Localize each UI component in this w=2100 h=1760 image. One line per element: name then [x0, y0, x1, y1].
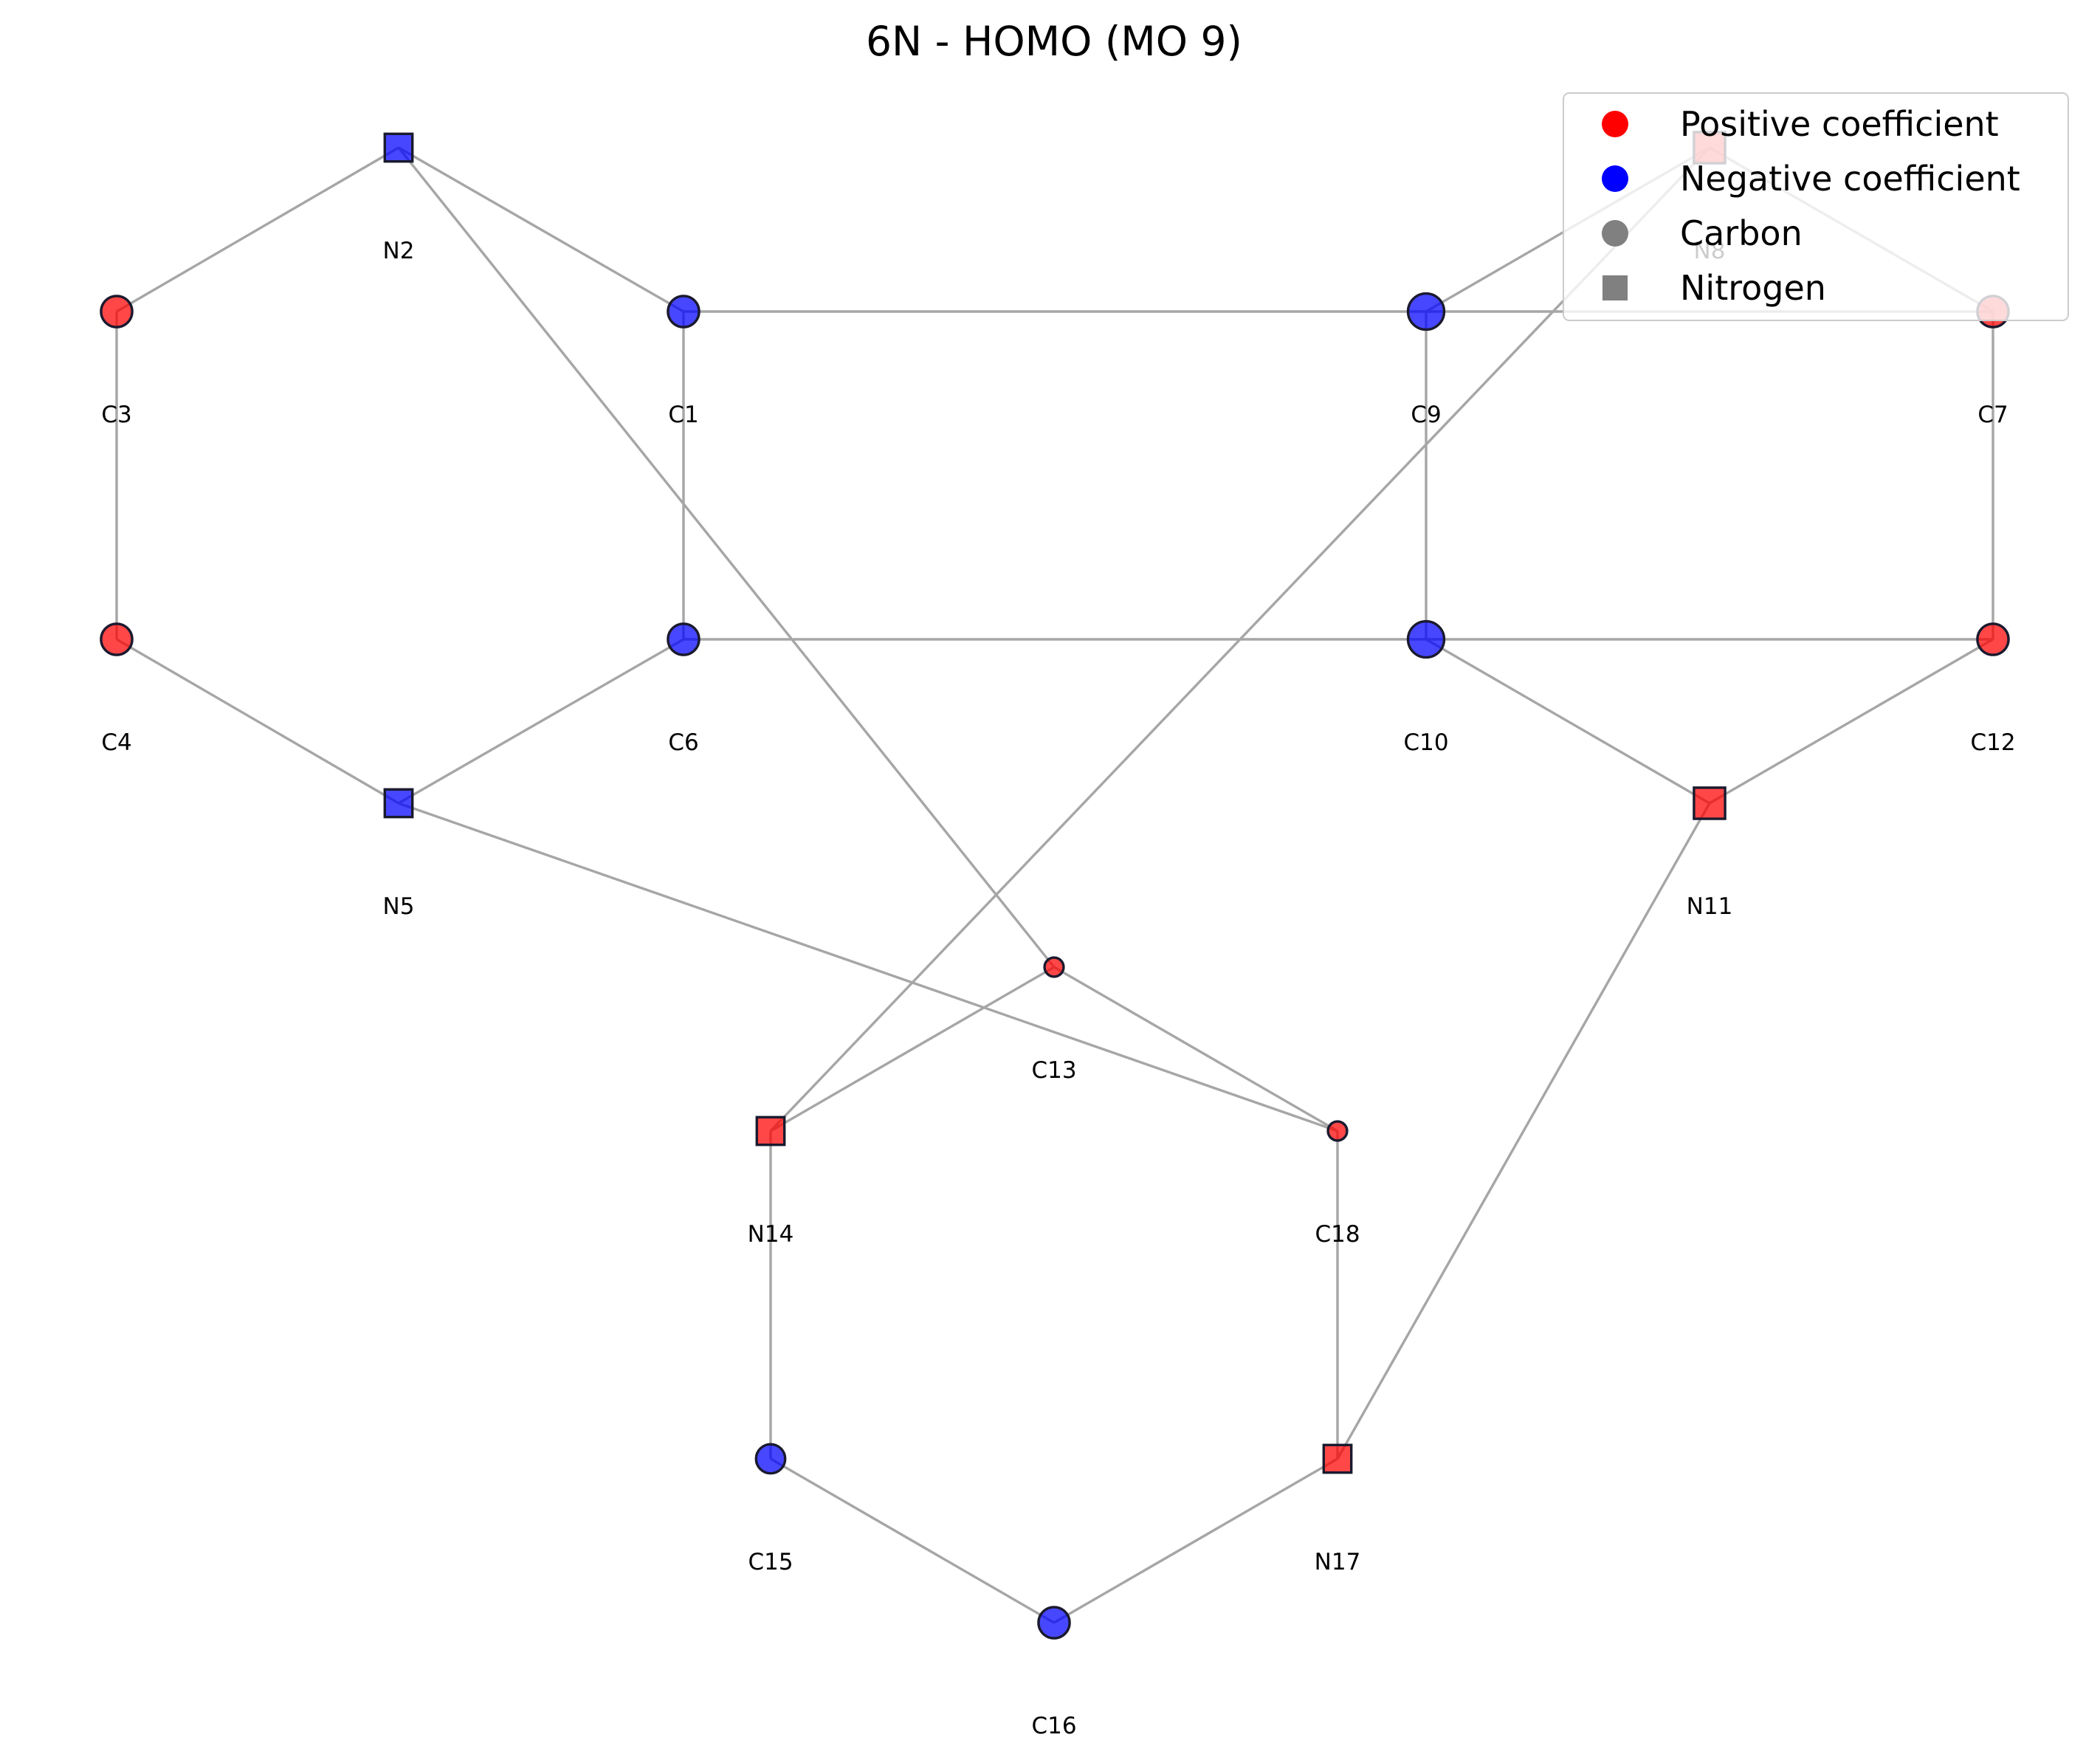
legend-frame: [1563, 92, 2069, 321]
bond-c16-n17: [1053, 1457, 1338, 1624]
atom-c15: [754, 1443, 787, 1475]
atom-n11: [1693, 786, 1727, 820]
atom-label-c15: C15: [748, 1549, 793, 1575]
bond-n2-c1: [398, 146, 684, 313]
bond-n8-n14: [769, 146, 1711, 1132]
legend-marker-negative-coefficient: [1602, 165, 1628, 192]
atom-n2: [383, 132, 414, 163]
atom-c9: [1406, 292, 1446, 331]
atom-c18: [1326, 1120, 1349, 1142]
legend-marker-nitrogen: [1602, 275, 1628, 300]
atom-label-c13: C13: [1031, 1057, 1076, 1084]
legend-label-nitrogen: Nitrogen: [1680, 268, 1826, 308]
atom-c3: [100, 295, 134, 329]
atom-label-c18: C18: [1315, 1221, 1360, 1248]
atom-label-n14: N14: [748, 1221, 794, 1248]
atom-label-c10: C10: [1403, 729, 1448, 756]
bond-n11-n17: [1336, 802, 1711, 1460]
bond-n5-c18: [398, 802, 1338, 1132]
bond-c10-n11: [1425, 638, 1710, 805]
atom-n5: [383, 788, 414, 819]
atom-label-n17: N17: [1315, 1549, 1361, 1575]
legend: Positive coefficient Negative coefficient…: [1563, 92, 2069, 321]
bond-c15-c16: [770, 1457, 1055, 1624]
legend-marker-carbon: [1602, 220, 1628, 247]
atom-label-n2: N2: [383, 238, 415, 264]
bonds-layer: [115, 146, 1994, 1624]
bond-n2-c3: [116, 146, 399, 313]
atoms-layer: [100, 131, 2010, 1640]
bond-c12-n11: [1709, 638, 1994, 805]
atom-label-c16: C16: [1031, 1713, 1076, 1739]
legend-entries: Positive coefficient Negative coefficient…: [1602, 104, 2020, 308]
legend-label-negative-coefficient: Negative coefficient: [1680, 159, 2020, 199]
atom-n17: [1322, 1443, 1353, 1474]
atom-c13: [1043, 956, 1065, 978]
atom-label-c1: C1: [668, 402, 698, 428]
legend-marker-positive-coefficient: [1602, 111, 1628, 137]
atom-c1: [667, 295, 700, 329]
atom-c4: [100, 622, 134, 656]
atom-label-n5: N5: [383, 893, 415, 920]
atom-label-c7: C7: [1977, 402, 2008, 428]
atom-c10: [1406, 619, 1446, 659]
atom-label-n11: N11: [1687, 893, 1733, 920]
atom-label-c3: C3: [101, 402, 131, 428]
atom-c12: [1976, 622, 2010, 656]
diagram-title: 6N - HOMO (MO 9): [866, 18, 1242, 65]
bond-c13-n14: [770, 966, 1055, 1132]
bond-c4-n5: [116, 638, 399, 805]
atom-c16: [1037, 1606, 1071, 1640]
legend-label-positive-coefficient: Positive coefficient: [1680, 104, 1999, 144]
atom-labels-layer: C1N2C3C4N5C6C7N8C9C10N11C12C13N14C15C16N…: [101, 238, 2015, 1739]
atom-label-c4: C4: [101, 729, 131, 756]
atom-label-c12: C12: [1970, 729, 2015, 756]
bond-n2-c13: [397, 146, 1056, 969]
atom-label-c9: C9: [1411, 402, 1441, 428]
atom-n14: [755, 1116, 786, 1147]
atom-c6: [667, 622, 700, 656]
legend-label-carbon: Carbon: [1680, 213, 1803, 253]
bond-c13-c18: [1053, 966, 1338, 1132]
atom-label-c6: C6: [668, 729, 698, 756]
bond-n5-c6: [398, 638, 684, 805]
